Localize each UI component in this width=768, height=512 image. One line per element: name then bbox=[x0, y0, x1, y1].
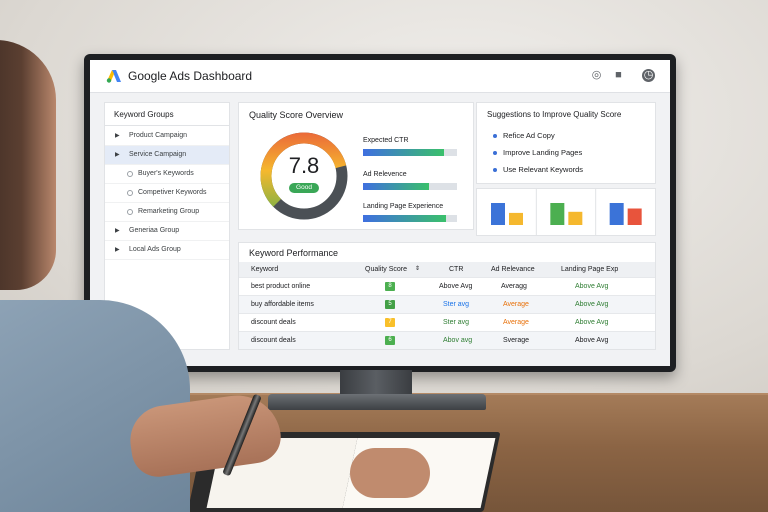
col-header-ad-relevance[interactable]: Ad Relevance bbox=[491, 266, 535, 273]
ctr-cell: Abov avg bbox=[443, 337, 473, 344]
suggestions-panel: Suggestions to Improve Quality Score Ref… bbox=[476, 102, 656, 184]
table-row[interactable]: discount deals 6 Abov avg Sverage Above … bbox=[239, 331, 655, 349]
metric-label-expected-ctr: Expected CTR bbox=[363, 137, 409, 144]
help-icon[interactable]: ◎ bbox=[591, 69, 602, 81]
landing-page-cell: Above Avg bbox=[575, 337, 609, 344]
landing-page-cell: Above Avg bbox=[575, 301, 609, 308]
dashboard-screen: Google Ads Dashboard ◎ ■ ◷ Keyword Group… bbox=[90, 60, 670, 366]
sidebar-item-product-campaign[interactable]: ▶ Product Campaign bbox=[105, 127, 229, 146]
keyword-cell: discount deals bbox=[251, 319, 296, 326]
ad-relevance-cell: Average bbox=[503, 319, 529, 326]
metric-label-ad-relevance: Ad Relevence bbox=[363, 171, 407, 178]
caret-right-icon: ▶ bbox=[115, 228, 120, 234]
ctr-cell: Ster avg bbox=[443, 301, 470, 308]
metric-bar-expected-ctr bbox=[363, 149, 457, 156]
monitor-stand-base bbox=[268, 394, 486, 410]
score-badge: 5 bbox=[385, 300, 395, 309]
bullet-icon bbox=[493, 134, 497, 138]
top-bar: Google Ads Dashboard ◎ ■ ◷ bbox=[90, 60, 670, 93]
tree-node-icon bbox=[127, 209, 133, 215]
mini-bar-charts bbox=[491, 189, 642, 235]
sidebar-item-service-campaign[interactable]: ▶ Service Campaign bbox=[105, 146, 229, 165]
gauge-progress-arc bbox=[260, 132, 348, 220]
person-head bbox=[0, 40, 56, 290]
col-header-keyword[interactable]: Keyword bbox=[251, 266, 279, 273]
quality-score-value: 7.8 bbox=[288, 153, 320, 178]
mini-chart-bar bbox=[550, 203, 565, 225]
suggestion-item[interactable]: Refice Ad Copy bbox=[493, 131, 555, 140]
keyword-cell: discount deals bbox=[251, 337, 296, 344]
bullet-icon bbox=[493, 168, 497, 172]
table-header: Keyword Quality Score ⇕ CTR Ad Relevance… bbox=[239, 262, 655, 277]
keyword-performance-panel: Keyword Performance Keyword Quality Scor… bbox=[238, 242, 656, 350]
keyword-cell: best product online bbox=[251, 283, 311, 290]
ad-relevance-cell: Sverage bbox=[503, 337, 530, 344]
suggestion-item[interactable]: Improve Landing Pages bbox=[493, 148, 582, 157]
ctr-cell: Ster avg bbox=[443, 319, 470, 326]
keyword-cell: buy affordable items bbox=[251, 301, 314, 308]
sidebar-item-remarketing-group[interactable]: Remarketing Group bbox=[105, 203, 229, 222]
landing-page-cell: Above Avg bbox=[575, 319, 609, 326]
mini-charts-panel bbox=[476, 188, 656, 236]
person-left-hand bbox=[350, 448, 430, 498]
suggestions-title: Suggestions to Improve Quality Score bbox=[487, 110, 622, 119]
bullet-icon bbox=[493, 151, 497, 155]
caret-right-icon: ▶ bbox=[115, 152, 120, 158]
mini-chart-bar bbox=[568, 211, 583, 225]
table-row[interactable]: best product online 8 Above Avg Averagg … bbox=[239, 277, 655, 295]
mini-chart-bar bbox=[627, 208, 642, 225]
suggestion-item[interactable]: Use Relevant Keywords bbox=[493, 165, 583, 174]
sort-icon[interactable]: ⇕ bbox=[415, 266, 421, 272]
google-ads-logo-icon bbox=[106, 70, 121, 83]
metric-bar-fill bbox=[363, 215, 446, 222]
mini-chart-bar bbox=[509, 212, 523, 225]
mini-chart-bar bbox=[491, 203, 505, 225]
metric-bar-landing-page bbox=[363, 215, 457, 222]
keyword-performance-title: Keyword Performance bbox=[249, 248, 339, 258]
ad-relevance-cell: Averagg bbox=[501, 283, 527, 290]
col-header-quality-score[interactable]: Quality Score bbox=[365, 266, 408, 273]
quality-score-gauge bbox=[260, 132, 348, 220]
quality-status-badge: Good bbox=[289, 183, 319, 193]
app-title: Google Ads Dashboard bbox=[128, 69, 253, 83]
quality-score-panel: Quality Score Overview 7.8 Good Expected… bbox=[238, 102, 474, 230]
tree-node-icon bbox=[127, 171, 133, 177]
table-row[interactable]: discount deals 7 Ster avg Average Above … bbox=[239, 313, 655, 331]
metric-bar-fill bbox=[363, 149, 444, 156]
sidebar-item-buyers-keywords[interactable]: Buyer's Keywords bbox=[105, 165, 229, 184]
mini-chart-bar bbox=[609, 203, 624, 225]
col-header-ctr[interactable]: CTR bbox=[449, 266, 464, 273]
sidebar-item-generic-group[interactable]: ▶ Generiaa Group bbox=[105, 222, 229, 241]
clock-icon[interactable]: ◷ bbox=[642, 69, 655, 82]
sidebar-item-local-ads-group[interactable]: ▶ Local Ads Group bbox=[105, 241, 229, 260]
quality-panel-title: Quality Score Overview bbox=[249, 110, 344, 120]
caret-right-icon: ▶ bbox=[115, 133, 120, 139]
video-icon[interactable]: ■ bbox=[615, 69, 622, 81]
metric-label-landing-page: Landing Page Experience bbox=[363, 203, 444, 210]
score-badge: 6 bbox=[385, 336, 395, 345]
caret-right-icon: ▶ bbox=[115, 247, 120, 253]
metric-bar-fill bbox=[363, 183, 429, 190]
sidebar-item-competitor-keywords[interactable]: Competiver Keywords bbox=[105, 184, 229, 203]
metric-bar-ad-relevance bbox=[363, 183, 457, 190]
score-badge: 8 bbox=[385, 282, 395, 291]
tree-node-icon bbox=[127, 190, 133, 196]
ctr-cell: Above Avg bbox=[439, 283, 473, 290]
ad-relevance-cell: Average bbox=[503, 301, 529, 308]
col-header-landing-page-exp[interactable]: Landing Page Exp bbox=[561, 266, 619, 273]
landing-page-cell: Above Avg bbox=[575, 283, 609, 290]
sidebar-title: Keyword Groups bbox=[114, 110, 174, 119]
table-row[interactable]: buy affordable items 5 Ster avg Average … bbox=[239, 295, 655, 313]
score-badge: 7 bbox=[385, 318, 395, 327]
